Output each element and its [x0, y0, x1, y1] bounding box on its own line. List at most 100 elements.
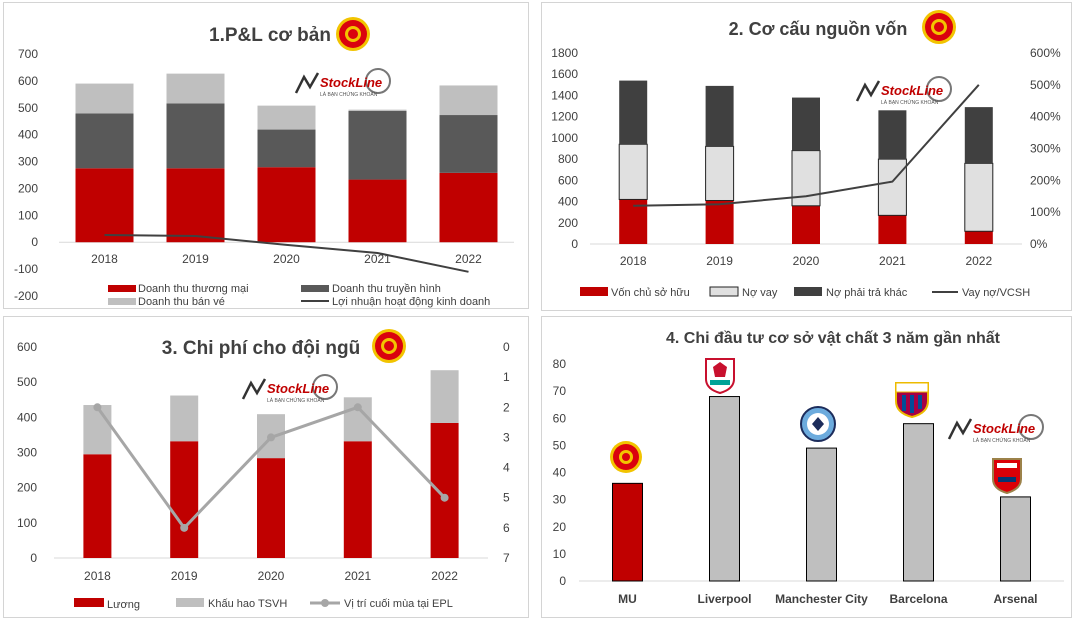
capital-y2-tick: 300% — [1030, 142, 1061, 156]
capital-y-tick: 400 — [558, 195, 578, 209]
pl-operating-profit-line — [104, 233, 469, 273]
infra-bar — [903, 423, 934, 582]
pl-y-tick: -100 — [14, 262, 38, 276]
capital-debt-ratio-line — [633, 84, 980, 207]
legend-swatch-broadcast — [301, 285, 329, 292]
infra-y-tick: 10 — [553, 547, 567, 561]
capital-y-tick: 1600 — [551, 67, 578, 81]
infra-y-tick: 70 — [553, 384, 567, 398]
pl-bar — [166, 103, 225, 169]
infra-x-tick: Arsenal — [993, 592, 1037, 606]
capital-x-tick: 2018 — [620, 254, 647, 268]
legend-swatch-other-liabilities — [794, 287, 822, 296]
legend-marker-epl-position — [321, 599, 329, 607]
capital-y-tick: 800 — [558, 152, 578, 166]
legend-swatch-matchday — [108, 298, 136, 305]
legend-label-epl-position: Vị trí cuối mùa tại EPL — [344, 598, 453, 610]
manutd-crest-logo — [610, 441, 642, 473]
pl-y-tick: 500 — [18, 101, 38, 115]
pl-y-tick: 100 — [18, 208, 38, 222]
pl-x-tick: 2019 — [182, 252, 209, 266]
squad-y-tick: 0 — [30, 551, 37, 565]
watermark-tagline: LÀ BẠN CHỨNG KHOÁN — [881, 99, 939, 106]
watermark-tagline: LÀ BẠN CHỨNG KHOÁN — [267, 397, 325, 404]
capital-y2-tick: 200% — [1030, 173, 1061, 187]
squad-y2-tick: 0 — [503, 340, 510, 354]
infra-chart-title: 4. Chi đầu tư cơ sở vật chất 3 năm gần n… — [666, 330, 1001, 347]
squad-bar — [343, 441, 372, 558]
pl-plot-area: 700 600 500 400 300 200 100 0 -100 -200 2018 2019 20… — [14, 47, 514, 303]
pl-y-tick: 600 — [18, 74, 38, 88]
pl-bar — [75, 113, 134, 169]
infra-y-tick: 20 — [553, 520, 567, 534]
pl-bar — [439, 172, 498, 243]
pl-bar — [257, 167, 316, 243]
capital-y-tick: 1400 — [551, 88, 578, 102]
stockline-watermark: StockLine LÀ BẠN CHỨNG KHOÁN — [241, 374, 338, 404]
squad-y2-tick: 6 — [503, 521, 510, 535]
squad-y2-tick: 1 — [503, 370, 510, 384]
capital-bar — [792, 97, 820, 151]
manutd-crest-logo — [922, 10, 956, 44]
pl-bar — [257, 105, 316, 130]
legend-label-broadcast: Doanh thu truyền hình — [332, 283, 441, 295]
legend-label-operating-profit: Lợi nhuận hoạt động kinh doanh — [332, 296, 490, 308]
capital-plot-area: 1800 1600 1400 1200 1000 800 600 400 200 0 600% 500… — [551, 46, 1061, 268]
pl-x-tick: 2018 — [91, 252, 118, 266]
squad-y-tick: 100 — [17, 516, 37, 530]
capital-bar — [964, 162, 994, 232]
stockline-watermark: StockLine LÀ BẠN CHỨNG KHOÁN — [294, 68, 391, 98]
watermark-brand: StockLine — [267, 381, 329, 396]
squad-y2-tick: 2 — [503, 400, 510, 414]
capital-y-tick: 0 — [571, 237, 578, 251]
capital-bar — [705, 200, 734, 244]
pl-x-tick: 2022 — [455, 252, 482, 266]
pl-bar — [257, 129, 316, 168]
legend-swatch-commercial — [108, 285, 136, 292]
squad-bar — [83, 454, 112, 558]
pl-bar — [166, 168, 225, 243]
squad-x-tick: 2022 — [431, 569, 458, 583]
infra-y-tick: 80 — [553, 357, 567, 371]
manutd-crest-logo — [336, 17, 370, 51]
pl-x-tick: 2021 — [364, 252, 391, 266]
pl-chart-title: 1.P&L cơ bản — [209, 25, 331, 46]
squad-y-tick: 500 — [17, 375, 37, 389]
arsenal-crest-logo — [992, 458, 1022, 495]
squad-epl-position-point — [93, 403, 102, 412]
squad-x-tick: 2018 — [84, 569, 111, 583]
squad-y2-tick: 7 — [503, 551, 510, 565]
legend-label-other-liabilities: Nợ phải trả khác — [826, 287, 908, 299]
capital-bar — [619, 80, 648, 145]
stockline-watermark: StockLine LÀ BẠN CHỨNG KHOÁN — [855, 76, 952, 106]
capital-bar — [792, 205, 820, 244]
squad-y-tick: 300 — [17, 446, 37, 460]
capital-bar — [619, 199, 648, 244]
pl-y-tick: 300 — [18, 155, 38, 169]
infra-chart: 4. Chi đầu tư cơ sở vật chất 3 năm gần n… — [553, 330, 1064, 606]
legend-label-commercial: Doanh thu thương mại — [138, 283, 249, 295]
infra-x-tick: Barcelona — [889, 592, 947, 606]
infra-y-tick: 30 — [553, 493, 567, 507]
legend-swatch-borrowings — [709, 286, 739, 297]
capital-bar — [705, 145, 735, 201]
squad-bar — [83, 405, 112, 455]
squad-bar — [170, 395, 199, 442]
liverpool-crest-logo — [705, 358, 735, 395]
legend-swatch-wages — [74, 598, 104, 607]
infra-plot-area: 80 70 60 50 40 30 20 10 0 MU Liverpool Manchester C… — [553, 357, 1064, 606]
legend-label-wages: Lương — [107, 599, 140, 611]
infra-y-tick: 60 — [553, 411, 567, 425]
legend-label-borrowings: Nợ vay — [742, 287, 778, 299]
pl-legend: Doanh thu thương mại Doanh thu truyền hì… — [108, 283, 490, 308]
capital-y2-tick: 100% — [1030, 205, 1061, 219]
squad-y-tick: 600 — [17, 340, 37, 354]
capital-y2-tick: 500% — [1030, 78, 1061, 92]
capital-bar — [964, 231, 993, 244]
pl-y-tick: 700 — [18, 47, 38, 61]
squad-y2-tick: 5 — [503, 491, 510, 505]
chart-panel-squad: 3. Chi phí cho đội ngũ StockLine LÀ BẠN … — [3, 316, 529, 618]
pl-bar — [348, 179, 407, 243]
capital-y2-tick: 400% — [1030, 110, 1061, 124]
watermark-brand: StockLine — [973, 421, 1035, 436]
